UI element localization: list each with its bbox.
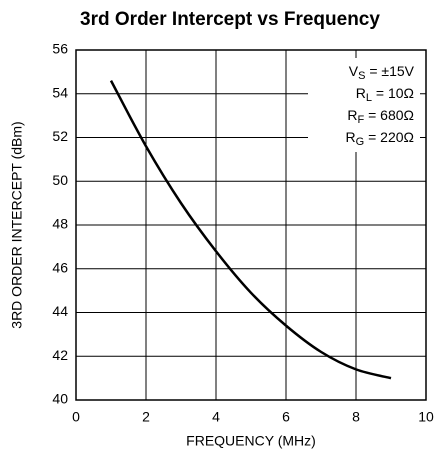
annotation-sub: L [366,92,372,104]
annotation: RL = 10Ω [356,85,414,104]
annotation-main: R [346,129,356,145]
y-tick-label: 40 [52,391,68,407]
y-tick-label: 44 [52,303,68,319]
annotation-sub: G [356,136,365,148]
annotation-main: R [356,85,366,101]
x-tick-label: 4 [212,409,220,425]
y-tick-label: 48 [52,216,68,232]
x-tick-label: 6 [282,409,290,425]
y-tick-label: 52 [52,128,68,144]
annotation-rest: = 680Ω [364,107,414,123]
annotation-main: V [349,63,359,79]
y-tick-label: 42 [52,347,68,363]
annotation-rest: = ±15V [365,63,414,79]
x-tick-label: 0 [72,409,80,425]
annotation-rest: = 10Ω [372,85,414,101]
annotation-main: R [347,107,357,123]
plot-frame [75,49,427,401]
annotation-sub: F [357,114,364,126]
annotation-rest: = 220Ω [364,129,414,145]
y-tick-label: 54 [52,84,68,100]
x-axis-label: FREQUENCY (MHz) [186,433,316,449]
x-tick-label: 10 [418,409,434,425]
chart-title: 3rd Order Intercept vs Frequency [80,9,380,30]
y-tick-label: 50 [52,172,68,188]
annotation: RF = 680Ω [347,107,414,126]
x-tick-label: 8 [352,409,360,425]
annotation: RG = 220Ω [346,129,414,148]
y-axis-label: 3RD ORDER INTERCEPT (dBm) [9,121,25,328]
annotation-sub: S [358,70,365,82]
y-tick-label: 46 [52,259,68,275]
x-tick-label: 2 [142,409,150,425]
annotation-box [308,58,420,152]
annotation: VS = ±15V [349,63,415,82]
data-line [109,80,392,380]
y-tick-label: 56 [52,41,68,57]
